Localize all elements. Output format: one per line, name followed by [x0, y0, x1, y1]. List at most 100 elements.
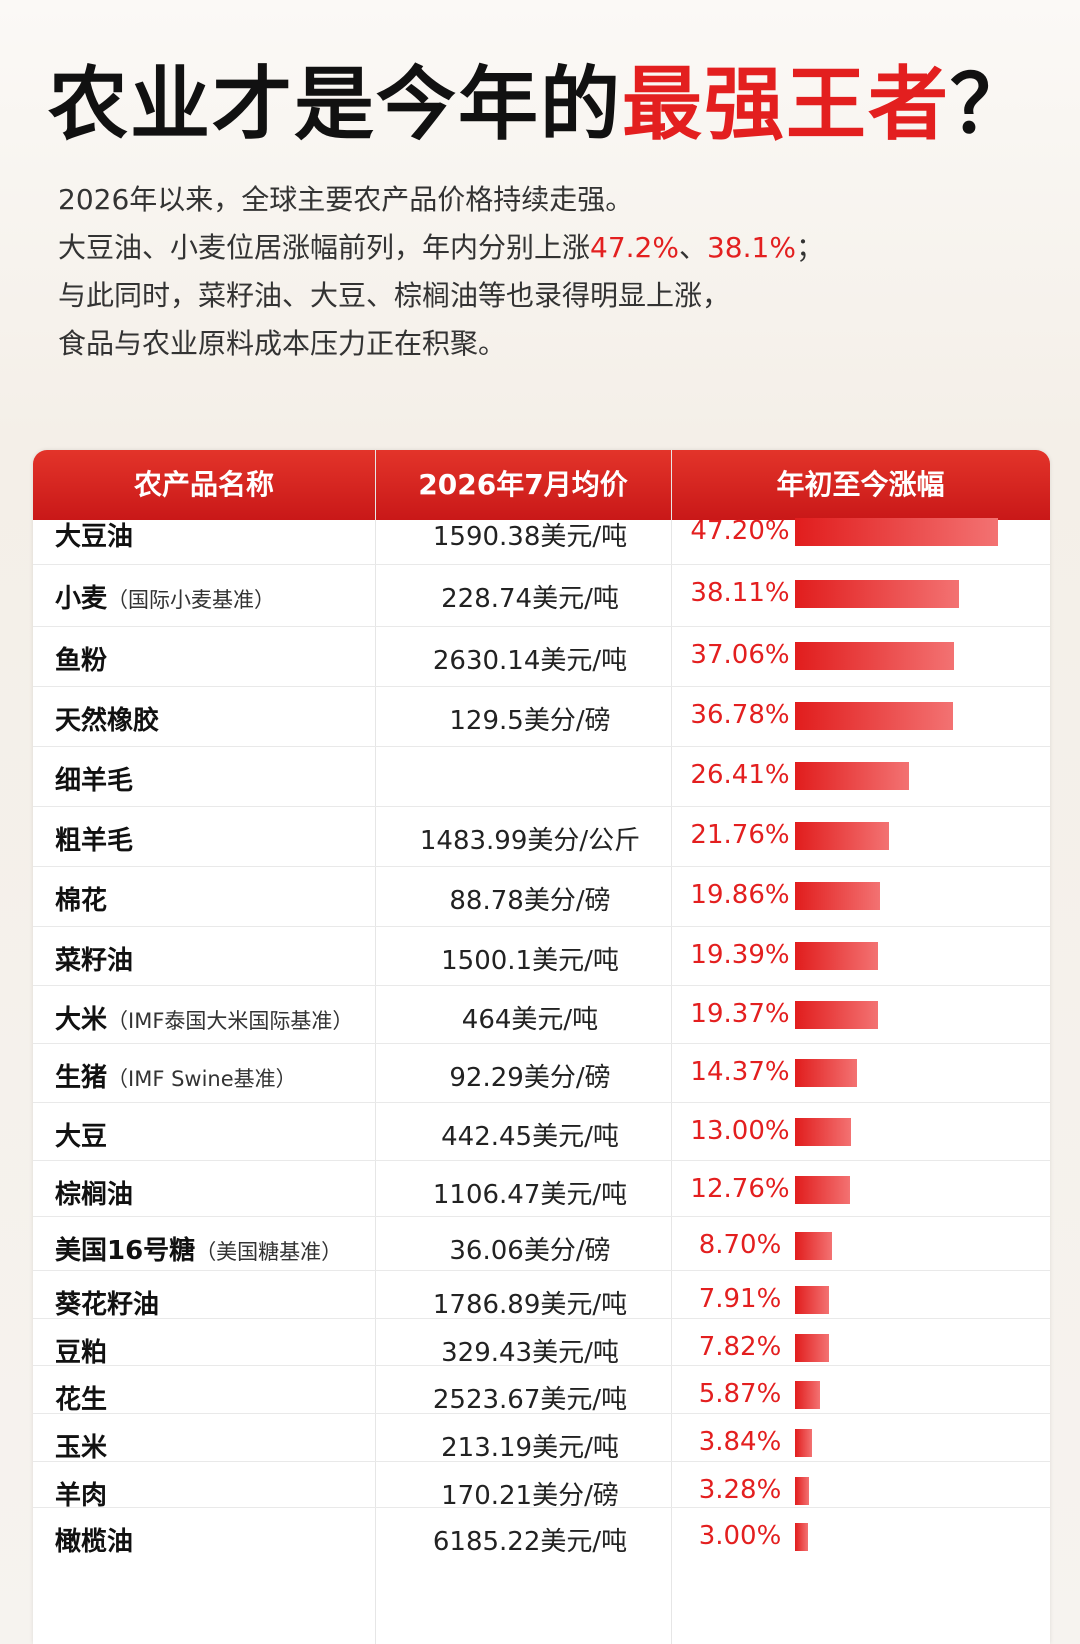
price: 442.45美元/吨: [441, 1122, 619, 1152]
row-divider: [33, 1365, 1050, 1366]
change-bar: [795, 1176, 850, 1204]
name-text: 小麦: [55, 584, 108, 614]
product-name: 生猪（IMF Swine基准）: [55, 1057, 297, 1094]
product-name: 大米（IMF泰国大米国际基准）: [55, 999, 353, 1036]
product-name: 花生: [55, 1379, 107, 1416]
change-bar: [795, 1286, 829, 1314]
column-divider: [375, 450, 376, 1644]
intro-text: 大豆油、小麦位居涨幅前列，年内分别上涨: [58, 231, 591, 264]
change-bar: [795, 1232, 833, 1260]
name-text: 葵花籽油: [55, 1290, 160, 1320]
price: 92.29美分/磅: [449, 1063, 611, 1093]
change-label: 26.41%: [690, 760, 790, 790]
product-name: 细羊毛: [55, 760, 133, 797]
column-header: 农产品名称: [133, 468, 274, 501]
change-label: 38.11%: [690, 578, 790, 608]
title: 农业才是今年的最强王者？: [0, 40, 1080, 156]
name-text: 天然橡胶: [55, 706, 160, 736]
change-label: 19.37%: [690, 999, 790, 1029]
change-bar: [795, 1477, 810, 1505]
price: 1106.47美元/吨: [432, 1180, 628, 1210]
row-divider: [33, 985, 1050, 986]
name-text: 棕榈油: [55, 1180, 134, 1210]
name-text: 美国16号糖: [55, 1236, 196, 1266]
price: 1590.38美元/吨: [432, 522, 628, 552]
name-text: 鱼粉: [55, 646, 108, 676]
name-text: 菜籽油: [55, 946, 134, 976]
row-divider: [33, 1318, 1050, 1319]
change-bar: [795, 822, 889, 850]
price: 2630.14美元/吨: [432, 646, 628, 676]
name-text: 棉花: [55, 886, 108, 916]
product-name: 玉米: [55, 1427, 107, 1464]
name-text: 大豆油: [55, 522, 134, 552]
row-divider: [33, 1413, 1050, 1414]
change-label: 3.00%: [698, 1521, 782, 1551]
row-divider: [33, 1507, 1050, 1508]
price: 1483.99美分/公斤: [419, 826, 641, 856]
product-name: 羊肉: [55, 1475, 107, 1512]
intro-line: 食品与农业原料成本压力正在积聚。: [58, 327, 507, 360]
product-name: 美国16号糖（美国糖基准）: [55, 1230, 342, 1267]
change-bar: [795, 882, 881, 910]
price: 1786.89美元/吨: [432, 1290, 628, 1320]
product-name: 大豆油: [55, 516, 133, 553]
change-bar: [795, 1118, 851, 1146]
row-divider: [33, 626, 1050, 627]
product-name: 菜籽油: [55, 940, 133, 977]
change-label: 37.06%: [690, 640, 790, 670]
intro-value: 47.2%: [590, 231, 679, 264]
intro-line: 大豆油、小麦位居涨幅前列，年内分别上涨47.2%、38.1%；: [58, 226, 824, 266]
name-note: （国际小麦基准）: [107, 588, 276, 612]
change-label: 7.82%: [698, 1332, 782, 1362]
row-divider: [33, 746, 1050, 747]
change-label: 5.87%: [698, 1379, 782, 1409]
name-text: 大豆: [55, 1122, 108, 1152]
change-bar: [795, 1381, 821, 1409]
price: 6185.22美元/吨: [432, 1527, 628, 1557]
column-header: 2026年7月均价: [418, 468, 628, 501]
name-text: 花生: [55, 1385, 108, 1415]
intro-value: 38.1%: [706, 231, 796, 264]
price: 170.21美分/磅: [441, 1481, 619, 1511]
change-label: 3.28%: [698, 1475, 782, 1505]
name-text: 细羊毛: [55, 766, 134, 796]
row-divider: [33, 1216, 1050, 1217]
product-name: 天然橡胶: [55, 700, 159, 737]
name-text: 羊肉: [55, 1481, 108, 1511]
change-label: 19.86%: [690, 880, 790, 910]
price: 88.78美分/磅: [449, 886, 611, 916]
title-end: ？: [950, 58, 1032, 151]
row-divider: [33, 806, 1050, 807]
change-bar: [795, 1059, 857, 1087]
product-name: 葵花籽油: [55, 1284, 159, 1321]
title-lead: 农业才是今年的: [48, 58, 622, 151]
change-bar: [795, 518, 998, 546]
change-label: 8.70%: [698, 1230, 782, 1260]
name-text: 大米: [55, 1005, 108, 1035]
product-name: 橄榄油: [55, 1521, 133, 1558]
price: 36.06美分/磅: [449, 1236, 611, 1266]
intro-text: 、: [678, 231, 707, 264]
change-label: 14.37%: [690, 1057, 790, 1087]
price: 464美元/吨: [461, 1005, 599, 1035]
intro-line: 2026年以来，全球主要农产品价格持续走强。: [58, 183, 634, 216]
column-header: 年初至今涨幅: [776, 468, 945, 501]
change-label: 21.76%: [690, 820, 790, 850]
row-divider: [33, 1160, 1050, 1161]
change-bar: [795, 702, 954, 730]
product-name: 棕榈油: [55, 1174, 133, 1211]
row-divider: [33, 1270, 1050, 1271]
table-header: [33, 450, 1050, 520]
price: 2523.67美元/吨: [432, 1385, 628, 1415]
name-note: （IMF泰国大米国际基准）: [107, 1009, 354, 1033]
row-divider: [33, 926, 1050, 927]
product-name: 棉花: [55, 880, 107, 917]
change-bar: [795, 580, 959, 608]
product-name: 小麦（国际小麦基准）: [55, 578, 275, 615]
row-divider: [33, 1102, 1050, 1103]
name-note: （美国糖基准）: [195, 1240, 343, 1264]
row-divider: [33, 1043, 1050, 1044]
change-label: 47.20%: [690, 516, 790, 546]
